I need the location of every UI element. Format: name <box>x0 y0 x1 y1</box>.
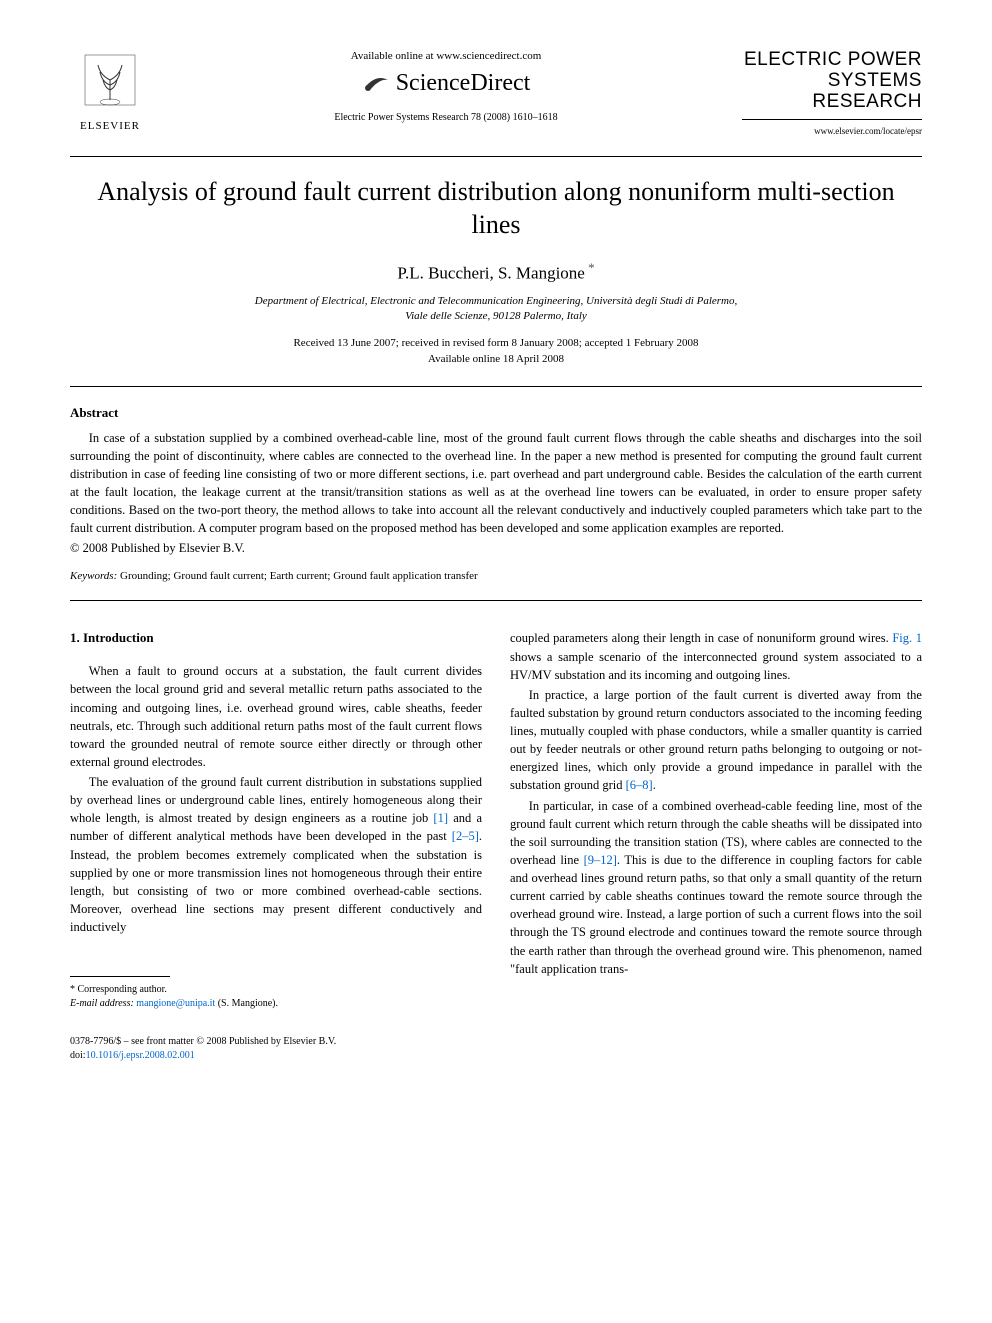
abstract-text: In case of a substation supplied by a co… <box>70 429 922 538</box>
intro-para-2: The evaluation of the ground fault curre… <box>70 773 482 936</box>
intro-para-4: In particular, in case of a combined ove… <box>510 797 922 978</box>
footnote-block: * Corresponding author. E-mail address: … <box>70 983 482 1011</box>
paper-title: Analysis of ground fault current distrib… <box>70 175 922 243</box>
email-suffix: (S. Mangione). <box>215 998 278 1009</box>
sciencedirect-text: ScienceDirect <box>396 70 531 97</box>
email-line: E-mail address: mangione@unipa.it (S. Ma… <box>70 997 482 1011</box>
affiliation: Department of Electrical, Electronic and… <box>70 294 922 325</box>
journal-title: ELECTRIC POWER SYSTEMS RESEARCH <box>742 50 922 120</box>
column-left: 1. Introduction When a fault to ground o… <box>70 629 482 1011</box>
footnote-rule <box>70 976 170 977</box>
column-right: coupled parameters along their length in… <box>510 629 922 1011</box>
footer-copyright: 0378-7796/$ – see front matter © 2008 Pu… <box>70 1035 922 1049</box>
email-label: E-mail address: <box>70 998 136 1009</box>
footer: 0378-7796/$ – see front matter © 2008 Pu… <box>70 1035 922 1063</box>
authors-text: P.L. Buccheri, S. Mangione <box>397 264 584 283</box>
corresponding-author-note: * Corresponding author. <box>70 983 482 997</box>
intro-p2-c: . Instead, the problem becomes extremely… <box>70 829 482 934</box>
col2-p1-b: shows a sample scenario of the interconn… <box>510 650 922 682</box>
col2-p3-b: . This is due to the difference in coupl… <box>510 853 922 976</box>
dates-line1: Received 13 June 2007; received in revis… <box>293 337 698 349</box>
divider-top <box>70 156 922 157</box>
ref-link-1[interactable]: [1] <box>433 811 448 825</box>
keywords: Keywords: Grounding; Ground fault curren… <box>70 570 922 582</box>
footer-doi-line: doi:10.1016/j.epsr.2008.02.001 <box>70 1049 922 1063</box>
affiliation-line1: Department of Electrical, Electronic and… <box>255 295 738 307</box>
dates-line2: Available online 18 April 2008 <box>428 353 564 365</box>
publication-dates: Received 13 June 2007; received in revis… <box>70 335 922 368</box>
sciencedirect-logo: ScienceDirect <box>150 68 742 98</box>
abstract-copyright: © 2008 Published by Elsevier B.V. <box>70 541 922 556</box>
intro-para-2-cont: coupled parameters along their length in… <box>510 629 922 683</box>
section-1-heading: 1. Introduction <box>70 629 482 648</box>
center-header: Available online at www.sciencedirect.co… <box>150 50 742 123</box>
elsevier-tree-icon <box>70 50 150 116</box>
sciencedirect-swoosh-icon <box>362 68 392 98</box>
col2-p2-b: . <box>653 778 656 792</box>
doi-link[interactable]: 10.1016/j.epsr.2008.02.001 <box>86 1050 195 1061</box>
publisher-name: ELSEVIER <box>70 120 150 132</box>
citation-text: Electric Power Systems Research 78 (2008… <box>150 112 742 123</box>
keywords-text: Grounding; Ground fault current; Earth c… <box>117 570 477 582</box>
ref-link-6-8[interactable]: [6–8] <box>626 778 653 792</box>
intro-para-1: When a fault to ground occurs at a subst… <box>70 662 482 771</box>
journal-title-line2: SYSTEMS RESEARCH <box>812 70 922 112</box>
email-link[interactable]: mangione@unipa.it <box>136 998 215 1009</box>
publisher-logo: ELSEVIER <box>70 50 150 132</box>
intro-para-3: In practice, a large portion of the faul… <box>510 686 922 795</box>
col2-p1-a: coupled parameters along their length in… <box>510 631 892 645</box>
journal-title-line1: ELECTRIC POWER <box>744 49 922 70</box>
journal-url: www.elsevier.com/locate/epsr <box>742 126 922 136</box>
journal-box: ELECTRIC POWER SYSTEMS RESEARCH www.else… <box>742 50 922 136</box>
abstract-heading: Abstract <box>70 405 922 421</box>
authors: P.L. Buccheri, S. Mangione * <box>70 260 922 284</box>
body-columns: 1. Introduction When a fault to ground o… <box>70 629 922 1011</box>
keywords-label: Keywords: <box>70 570 117 582</box>
divider-after-abstract <box>70 600 922 601</box>
ref-link-9-12[interactable]: [9–12] <box>584 853 617 867</box>
fig-1-link[interactable]: Fig. 1 <box>892 631 922 645</box>
col2-p2-a: In practice, a large portion of the faul… <box>510 688 922 793</box>
available-online-text: Available online at www.sciencedirect.co… <box>150 50 742 62</box>
divider-before-abstract <box>70 386 922 387</box>
affiliation-line2: Viale delle Scienze, 90128 Palermo, Ital… <box>405 310 587 322</box>
header-row: ELSEVIER Available online at www.science… <box>70 50 922 136</box>
corresponding-star-icon: * <box>585 260 595 275</box>
ref-link-2-5[interactable]: [2–5] <box>452 829 479 843</box>
doi-prefix: doi: <box>70 1050 86 1061</box>
intro-p2-a: The evaluation of the ground fault curre… <box>70 775 482 825</box>
